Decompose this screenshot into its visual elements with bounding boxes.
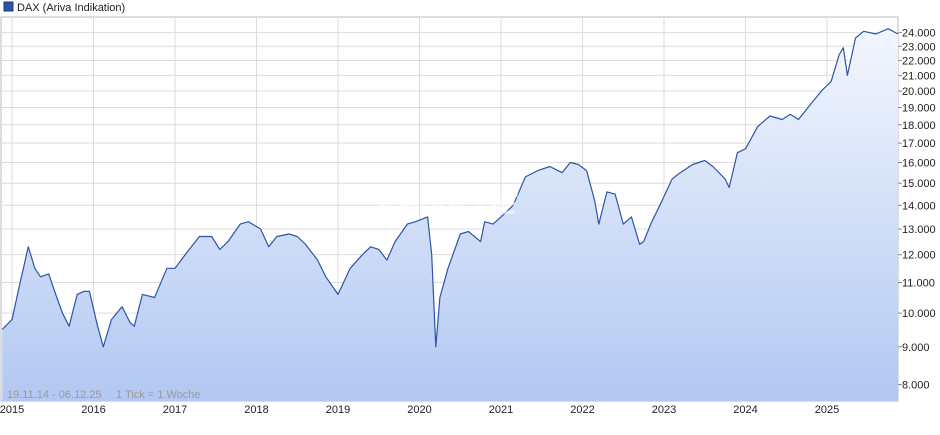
x-axis: 2015 2016 2017 2018 2019 2020 2021 2022 2023 2024… <box>0 404 839 416</box>
price-line <box>1 28 899 348</box>
y-tick-label: 17.000 <box>902 138 936 150</box>
x-tick-label: 2019 <box>326 404 350 416</box>
y-tick-label: 24.000 <box>902 28 936 40</box>
range-info: 19.11.14 - 06.12.25 <box>7 389 102 401</box>
y-tick-label: 23.000 <box>902 41 936 53</box>
y-tick-label: 12.000 <box>902 250 936 262</box>
y-tick-label: 21.000 <box>902 70 936 82</box>
y-tick-label: 8.000 <box>902 380 930 392</box>
y-tick-label: 16.000 <box>902 158 936 170</box>
x-tick-label: 2017 <box>163 404 187 416</box>
y-tick-label: 11.000 <box>902 278 935 290</box>
x-tick-label: 2023 <box>652 404 676 416</box>
y-tick-label: 18.000 <box>902 120 936 132</box>
y-tick-label: 15.000 <box>902 178 936 190</box>
y-tick-label: 20.000 <box>902 86 936 98</box>
y-tick-label: 9.000 <box>902 342 930 354</box>
x-tick-label: 2021 <box>489 404 513 416</box>
x-tick-label: 2020 <box>407 404 431 416</box>
y-tick-label: 13.000 <box>902 224 936 236</box>
legend-label: DAX (Ariva Indikation) <box>17 2 125 14</box>
y-tick-label: 19.000 <box>902 102 936 114</box>
x-tick-label: 2016 <box>81 404 105 416</box>
x-tick-label: 2018 <box>244 404 268 416</box>
tick-info: 1 Tick = 1 Woche <box>116 389 200 401</box>
y-tick-label: 10.000 <box>902 308 936 320</box>
y-tick-label: 22.000 <box>902 56 936 68</box>
price-area <box>2 28 898 401</box>
y-axis: 8.000 9.000 10.000 11.000 12.000 13.000 14.000… <box>898 28 936 392</box>
x-tick-label: 2022 <box>570 404 594 416</box>
y-tick-label: 14.000 <box>902 200 936 212</box>
x-tick-label: 2015 <box>0 404 24 416</box>
legend-swatch <box>3 1 14 12</box>
watermark-text: ARIVA.DE <box>375 188 518 221</box>
x-tick-label: 2025 <box>815 404 839 416</box>
x-tick-label: 2024 <box>733 404 757 416</box>
